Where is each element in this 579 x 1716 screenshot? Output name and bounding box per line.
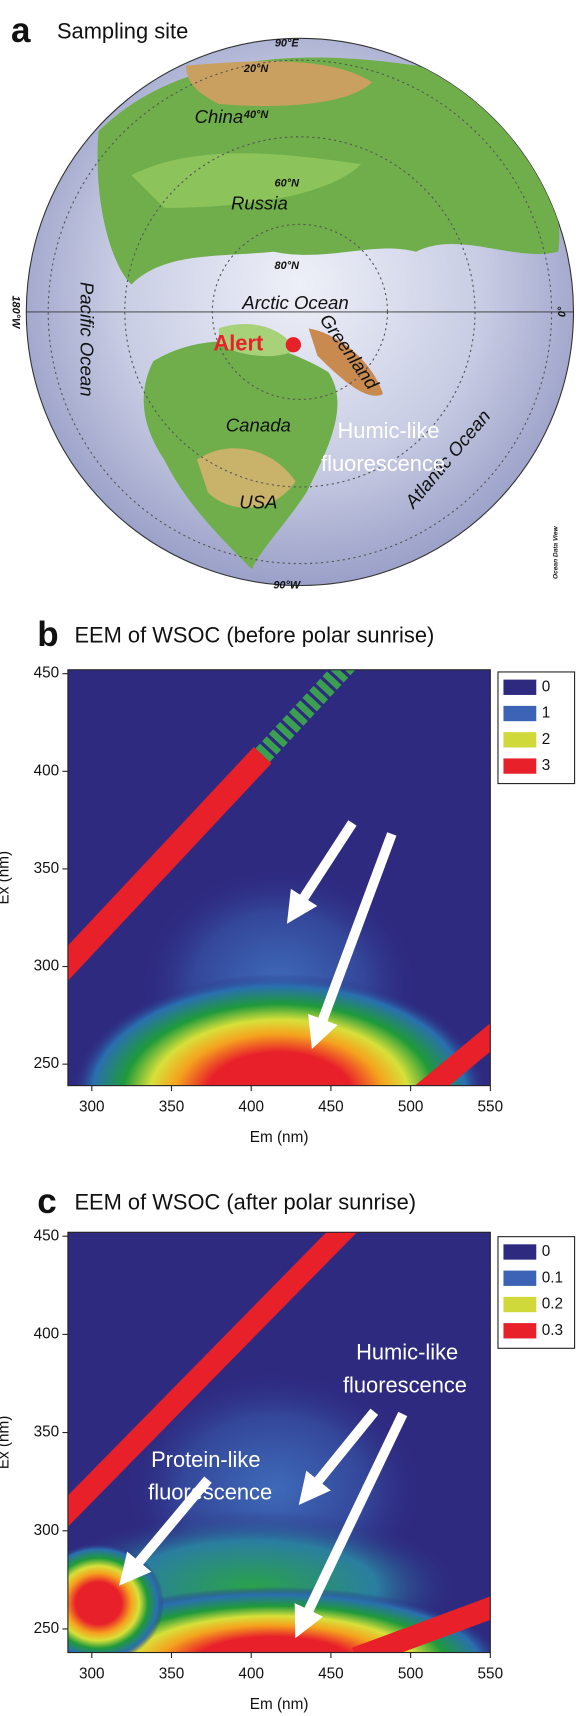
map — [26, 57, 574, 570]
x-tick-label: 550 — [478, 1665, 504, 1682]
legend-swatch — [503, 1270, 537, 1286]
panel-letter: a — [11, 11, 31, 50]
x-tick-label: 450 — [318, 1665, 344, 1682]
legend-label: 0 — [542, 1243, 551, 1260]
x-axis-title: Em (nm) — [250, 1129, 309, 1146]
legend-swatch — [503, 758, 537, 774]
legend-label: 1 — [542, 705, 551, 722]
y-tick-label: 450 — [34, 1227, 60, 1244]
legend-swatch — [503, 705, 537, 722]
annotation-arrow — [298, 1408, 379, 1505]
map — [308, 328, 384, 396]
legend-label: 0.2 — [542, 1296, 563, 1313]
map-label: 90°W — [273, 579, 302, 591]
y-tick-label: 450 — [34, 665, 60, 682]
site-marker — [285, 337, 301, 353]
map-label: 40°N — [243, 109, 270, 121]
annotation-arrow — [286, 820, 397, 1049]
panel-letter: b — [37, 615, 58, 654]
y-tick-label: 350 — [34, 860, 60, 877]
contour-field — [67, 1232, 491, 1653]
annotation: Humic-like — [356, 1340, 458, 1365]
panel-title: Sampling site — [57, 19, 188, 44]
annotation: fluorescence — [148, 1480, 272, 1505]
x-tick-label: 450 — [318, 1099, 344, 1116]
annotation-arrow — [119, 1408, 408, 1639]
legend-swatch — [503, 1296, 537, 1313]
y-axis-title: Ex (nm) — [0, 1416, 12, 1470]
panel-title: EEM of WSOC (after polar sunrise) — [74, 1190, 416, 1215]
contour-field — [67, 669, 491, 1086]
x-tick-label: 350 — [159, 1665, 185, 1682]
legend-swatch — [503, 1323, 537, 1339]
contour-field — [351, 1596, 491, 1653]
y-tick-label: 300 — [34, 958, 60, 975]
map — [197, 448, 296, 508]
legend-label: 0.1 — [542, 1269, 563, 1286]
contour-field — [71, 974, 487, 1086]
x-tick-label: 400 — [238, 1099, 264, 1116]
y-tick-label: 250 — [34, 1055, 60, 1072]
legend-label: 0.3 — [542, 1322, 563, 1339]
map-label: 20°N — [243, 63, 270, 75]
map-label: 80°N — [275, 260, 301, 272]
map — [25, 37, 575, 587]
legend-label: 2 — [542, 731, 551, 748]
legend-swatch — [503, 679, 537, 695]
annotation: fluorescence — [343, 1372, 467, 1397]
annotation-arrow — [308, 832, 397, 1049]
annotation-arrow — [286, 820, 357, 924]
y-tick-label: 350 — [34, 1424, 60, 1441]
map-label: 60°N — [275, 178, 301, 190]
x-tick-label: 500 — [398, 1665, 424, 1682]
annotation-arrow — [294, 1411, 408, 1639]
map-label: 0° — [556, 306, 568, 317]
map-label: Pacific Ocean — [76, 282, 97, 397]
plot-frame — [67, 669, 491, 1087]
x-tick-label: 300 — [79, 1665, 105, 1682]
map-label: Canada — [226, 415, 291, 436]
x-tick-label: 400 — [238, 1665, 264, 1682]
y-axis-title: Ex (nm) — [0, 851, 12, 905]
y-tick-label: 300 — [34, 1522, 60, 1539]
map-label: USA — [239, 491, 277, 512]
plot-frame — [67, 1231, 491, 1654]
contour-field — [255, 669, 356, 762]
contour-field — [67, 1232, 357, 1527]
legend-swatch — [503, 1244, 537, 1260]
map-label: 90°E — [275, 38, 300, 50]
x-axis-title: Em (nm) — [250, 1696, 309, 1713]
map-label: Ocean Data View — [553, 526, 560, 579]
x-tick-label: 300 — [79, 1099, 105, 1116]
annotation-arrow — [119, 1476, 212, 1586]
x-tick-label: 550 — [478, 1099, 504, 1116]
legend-label: 3 — [542, 757, 551, 774]
map — [131, 153, 362, 208]
site-label: Alert — [213, 331, 264, 356]
map-label: 180°W — [9, 295, 21, 330]
panel-title: EEM of WSOC (before polar sunrise) — [74, 623, 434, 648]
x-tick-label: 500 — [398, 1099, 424, 1116]
map-label: Russia — [231, 193, 288, 214]
y-tick-label: 250 — [34, 1620, 60, 1637]
y-tick-label: 400 — [34, 1325, 60, 1342]
map — [218, 324, 296, 357]
y-tick-label: 400 — [34, 762, 60, 779]
contour-field — [67, 746, 272, 981]
map — [186, 61, 373, 106]
legend-label: 0 — [542, 678, 551, 695]
map-label: Arctic Ocean — [241, 292, 348, 313]
panel-letter: c — [37, 1182, 56, 1221]
map-label: China — [195, 106, 244, 127]
legend-swatch — [503, 732, 537, 748]
x-tick-label: 350 — [159, 1099, 185, 1116]
annotation: Humic-like — [337, 418, 439, 443]
annotation: Protein-like — [151, 1447, 260, 1472]
annotation: fluorescence — [321, 451, 445, 476]
